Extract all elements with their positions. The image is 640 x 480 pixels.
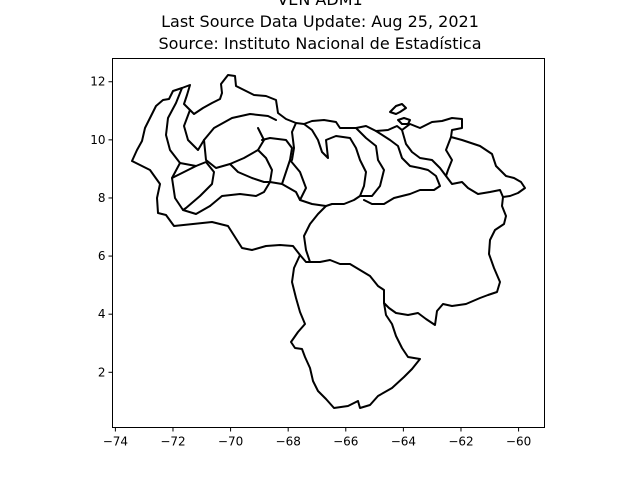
boundary-amazonas: [299, 254, 311, 263]
x-tick-label: −70: [218, 435, 243, 449]
x-tick-label: −68: [276, 435, 301, 449]
admin-boundaries: [131, 74, 526, 409]
x-tick-label: −64: [391, 435, 416, 449]
map-update-line: Last Source Data Update: Aug 25, 2021: [161, 12, 479, 31]
boundary-andes: [171, 165, 197, 179]
boundary-aragua: [291, 122, 297, 161]
map-source-line: Source: Instituto Nacional de Estadístic…: [158, 34, 482, 53]
boundary-carabobo: [261, 137, 293, 185]
boundary-lara-south: [179, 161, 215, 215]
y-tick-label: 10: [90, 133, 105, 147]
boundary-cojedes: [229, 149, 273, 183]
boundary-monagas: [401, 129, 504, 198]
map-title: VEN ADM1: [0, 0, 640, 10]
boundary-falcon: [183, 109, 277, 151]
boundary-zulia-east: [165, 87, 184, 211]
y-tick-label: 6: [98, 249, 106, 263]
x-tick-label: −66: [333, 435, 358, 449]
axes-frame: [112, 58, 545, 428]
boundary-miranda: [303, 123, 367, 207]
boundary-lara-north: [203, 127, 265, 169]
x-axis: −74 −72 −70 −68 −66 −64 −62 −60: [103, 427, 531, 449]
boundary-sucre: [363, 130, 441, 205]
country-outline: [131, 74, 526, 409]
boundary-bolivar-north: [303, 205, 385, 304]
x-tick-label: −72: [160, 435, 185, 449]
boundary-anzoategui: [355, 127, 385, 197]
x-tick-label: −74: [103, 435, 128, 449]
boundary-delta: [445, 136, 453, 177]
x-tick-label: −60: [506, 435, 531, 449]
y-tick-label: 2: [98, 365, 106, 379]
y-axis: 2 4 6 8 10 12: [90, 75, 113, 379]
boundary-llanos-west: [209, 181, 327, 207]
x-tick-label: −62: [448, 435, 473, 449]
island-small: [397, 117, 411, 125]
island-margarita: [389, 103, 407, 115]
y-tick-label: 4: [98, 307, 106, 321]
boundary-guarico-west: [289, 159, 307, 201]
y-tick-label: 12: [90, 75, 105, 89]
y-tick-label: 8: [98, 191, 106, 205]
